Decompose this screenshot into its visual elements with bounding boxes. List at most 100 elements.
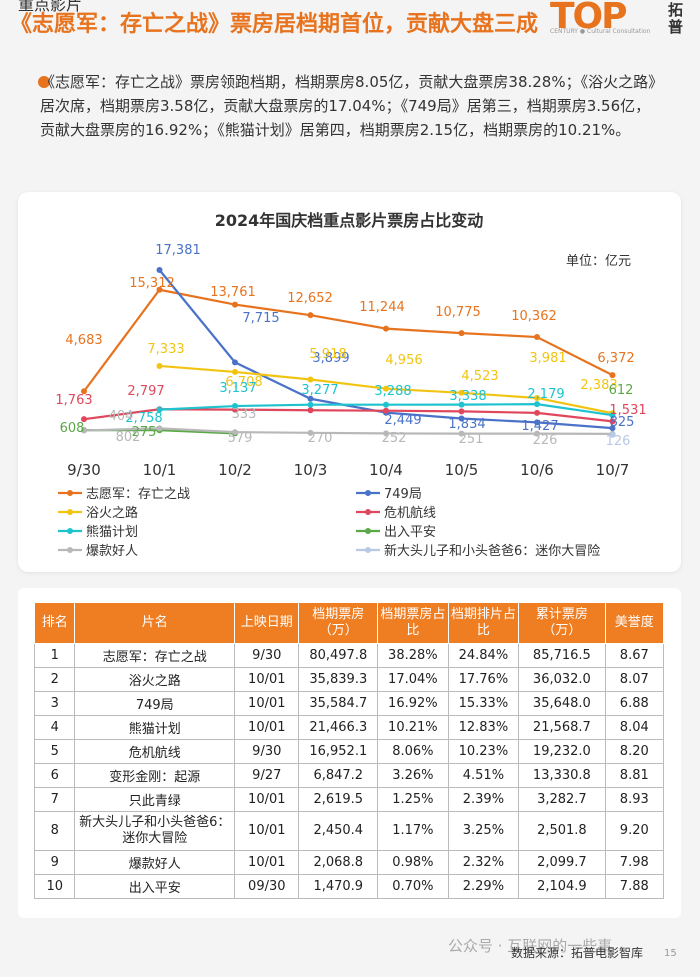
table-cell: 9.20 [604,811,665,851]
table-cell: 38.28% [377,643,449,668]
data-point [458,330,465,337]
data-point [232,429,238,436]
data-label: 1,763 [55,393,92,408]
data-point [307,407,314,414]
table-cell: 80,497.8 [298,643,379,668]
data-label: 2,383 [580,378,617,393]
data-label: 2,179 [527,387,564,402]
data-label: 275 [132,425,157,440]
x-tick-label: 10/6 [520,461,554,479]
table-cell: 10/01 [234,667,300,692]
data-label: 126 [606,434,631,449]
data-label: 3,899 [312,351,349,366]
table-cell: 3.25% [447,811,520,851]
table-cell: 8.67 [604,643,665,668]
data-point [232,368,238,375]
table-cell: 9/30 [234,739,300,764]
data-point [232,359,238,366]
table-cell: 只此青绿 [74,787,236,812]
table-cell: 35,648.0 [518,691,606,716]
data-label: 4,956 [385,353,422,368]
table-cell: 2 [33,667,76,692]
data-point [609,372,616,379]
column-header: 上映日期 [234,602,300,644]
table-cell: 19,232.0 [518,739,606,764]
x-tick-label: 10/4 [369,461,403,479]
chart-title: 2024年国庆档重点影片票房占比变动 [215,211,484,230]
table-cell: 2.39% [447,787,520,812]
table-cell: 志愿军：存亡之战 [74,643,236,668]
table-cell: 熊猫计划 [74,715,236,740]
table-row: 4 熊猫计划 10/01 21,466.3 10.21% 12.83% 21,568.7 8.… [33,715,665,740]
data-point [609,425,616,432]
data-source: 数据来源：拓普电影智库 [511,946,644,960]
legend-label: 新大头儿子和小头爸爸6：迷你大冒险 [384,543,600,559]
data-label: 3,277 [301,383,338,398]
data-point [81,416,87,423]
legend-label: 志愿军：存亡之战 [86,487,190,502]
legend-label: 749局 [384,487,422,502]
table-cell: 7.88 [604,874,665,899]
logo-tagline: CENTURY ● Cultural Consultation [550,28,651,35]
data-point [609,418,616,425]
data-point [307,312,314,319]
table-cell: 1.17% [377,811,449,851]
x-tick-label: 9/30 [67,461,101,479]
table-cell: 2,619.5 [298,787,379,812]
table-cell: 4 [33,715,76,740]
legend-label: 浴火之路 [86,505,138,521]
table-cell: 2.29% [447,874,520,899]
data-point [81,427,87,434]
data-point [156,425,163,432]
data-point [534,334,540,341]
table-cell: 4.51% [447,763,520,788]
table-cell: 09/30 [234,874,300,899]
section-label: 重点影片 [18,0,83,14]
table-row: 9 爆款好人 10/01 2,068.8 0.98% 2.32% 2,099.7 7.98 [33,850,665,875]
x-tick-label: 10/7 [596,461,630,479]
table-cell: 1.25% [377,787,449,812]
data-label: 3,288 [374,384,411,399]
logo-mark: TOP [550,0,628,37]
data-label: 612 [609,383,634,398]
table-cell: 2,501.8 [518,811,606,851]
data-label: 226 [533,433,558,448]
table-cell: 85,716.5 [518,643,606,668]
chart-unit: 单位：亿元 [566,254,631,269]
table-cell: 8 [33,811,76,851]
table-cell: 7 [33,787,76,812]
data-label: 802 [116,430,141,445]
data-point [383,385,389,392]
data-label: 7,333 [147,342,184,357]
data-label: 10,775 [435,305,481,320]
data-label: 3,338 [449,389,486,404]
table-cell: 10/01 [234,850,300,875]
data-point [458,415,465,422]
table-cell: 2,450.4 [298,811,379,851]
x-tick-label: 10/3 [294,461,328,479]
table-cell: 10 [33,874,76,899]
table-cell: 3,282.7 [518,787,606,812]
data-label: 5,918 [309,347,346,362]
table-cell: 8.07 [604,667,665,692]
logo-brand: 拓普 [668,1,684,36]
data-point [534,401,540,408]
watermark: 公众号 · 互联网的一些事 [448,937,613,955]
table-cell: 0.70% [377,874,449,899]
legend-marker [67,509,73,515]
table-cell: 10.23% [447,739,520,764]
data-label: 10,362 [511,309,557,324]
table-cell: 变形金刚：起源 [74,763,236,788]
table-cell: 36,032.0 [518,667,606,692]
legend-marker [67,490,73,496]
data-label: 11,244 [359,300,405,315]
table-cell: 8.04 [604,715,665,740]
data-point [609,412,616,419]
table-cell: 9/27 [234,763,300,788]
table-cell: 9 [33,850,76,875]
legend-marker [365,528,371,534]
data-label: 579 [228,431,253,446]
column-header: 美誉度 [604,602,665,644]
